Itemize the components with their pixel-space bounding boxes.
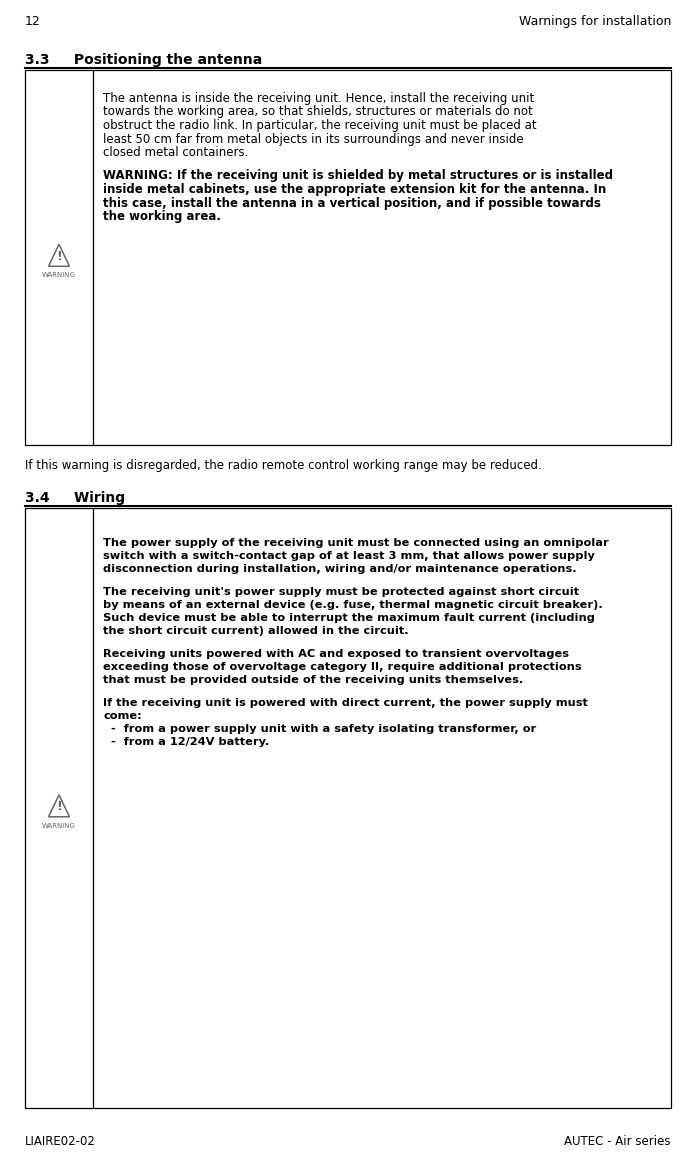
Text: Such device must be able to interrupt the maximum fault current (including: Such device must be able to interrupt th… [103,613,595,623]
Text: the short circuit current) allowed in the circuit.: the short circuit current) allowed in th… [103,626,409,636]
Text: disconnection during installation, wiring and/or maintenance operations.: disconnection during installation, wirin… [103,564,576,575]
Text: least 50 cm far from metal objects in its surroundings and never inside: least 50 cm far from metal objects in it… [103,133,523,145]
Text: The receiving unit's power supply must be protected against short circuit: The receiving unit's power supply must b… [103,587,579,597]
Text: If the receiving unit is powered with direct current, the power supply must: If the receiving unit is powered with di… [103,698,588,708]
Text: closed metal containers.: closed metal containers. [103,147,248,159]
Text: 3.4     Wiring: 3.4 Wiring [25,491,125,505]
Text: LIAIRE02-02: LIAIRE02-02 [25,1135,96,1148]
Text: towards the working area, so that shields, structures or materials do not: towards the working area, so that shield… [103,106,532,119]
Text: !: ! [56,250,62,263]
Polygon shape [49,244,70,266]
Text: The antenna is inside the receiving unit. Hence, install the receiving unit: The antenna is inside the receiving unit… [103,92,535,105]
Text: inside metal cabinets, use the appropriate extension kit for the antenna. In: inside metal cabinets, use the appropria… [103,183,606,197]
Text: WARNING: If the receiving unit is shielded by metal structures or is installed: WARNING: If the receiving unit is shield… [103,170,613,183]
Text: If this warning is disregarded, the radio remote control working range may be re: If this warning is disregarded, the radi… [25,459,541,472]
Text: WARNING: WARNING [42,822,76,829]
Text: Receiving units powered with AC and exposed to transient overvoltages: Receiving units powered with AC and expo… [103,649,569,659]
Text: obstruct the radio link. In particular, the receiving unit must be placed at: obstruct the radio link. In particular, … [103,119,537,131]
Text: AUTEC - Air series: AUTEC - Air series [564,1135,671,1148]
Text: the working area.: the working area. [103,211,221,223]
Text: 3.3     Positioning the antenna: 3.3 Positioning the antenna [25,53,262,67]
Text: 12: 12 [25,15,41,28]
Text: switch with a switch-contact gap of at least 3 mm, that allows power supply: switch with a switch-contact gap of at l… [103,551,595,561]
Polygon shape [49,794,70,816]
Bar [25,70,671,445]
Text: !: ! [56,800,62,813]
Text: come:: come: [103,711,142,721]
Text: by means of an external device (e.g. fuse, thermal magnetic circuit breaker).: by means of an external device (e.g. fus… [103,600,603,611]
Text: -  from a 12/24V battery.: - from a 12/24V battery. [103,737,269,747]
Text: that must be provided outside of the receiving units themselves.: that must be provided outside of the rec… [103,675,523,685]
Text: Warnings for installation: Warnings for installation [519,15,671,28]
Text: this case, install the antenna in a vertical position, and if possible towards: this case, install the antenna in a vert… [103,197,601,209]
Text: The power supply of the receiving unit must be connected using an omnipolar: The power supply of the receiving unit m… [103,538,609,548]
Bar [25,508,671,1108]
Text: -  from a power supply unit with a safety isolating transformer, or: - from a power supply unit with a safety… [103,725,536,734]
Text: exceeding those of overvoltage category II, require additional protections: exceeding those of overvoltage category … [103,662,582,672]
Text: WARNING: WARNING [42,272,76,278]
